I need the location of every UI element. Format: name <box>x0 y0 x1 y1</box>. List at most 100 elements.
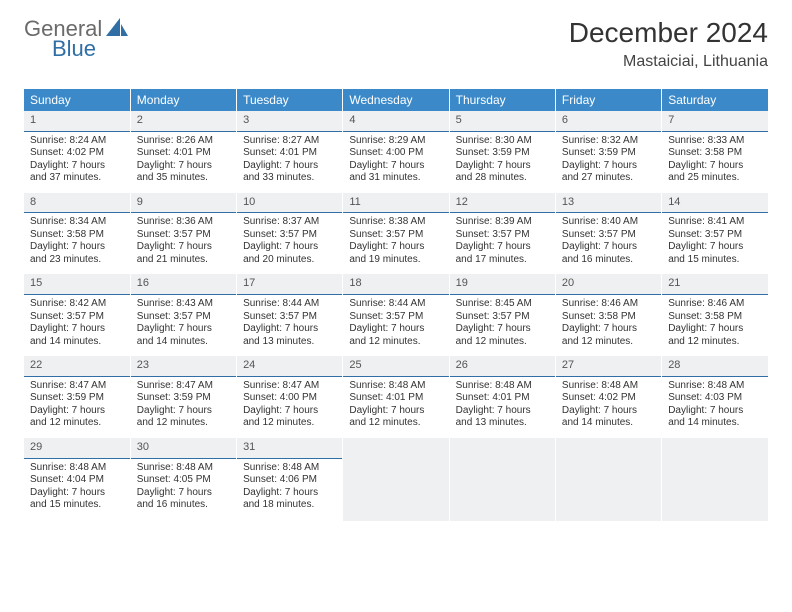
sunset-line: Sunset: 3:57 PM <box>668 229 762 242</box>
daylight-line: Daylight: 7 hours and 33 minutes. <box>243 160 336 185</box>
sunset-line: Sunset: 3:59 PM <box>456 147 549 160</box>
day-body: Sunrise: 8:47 AMSunset: 3:59 PMDaylight:… <box>24 377 130 438</box>
day-number: 18 <box>343 274 448 295</box>
calendar-cell: 11Sunrise: 8:38 AMSunset: 3:57 PMDayligh… <box>343 193 449 275</box>
daylight-line: Daylight: 7 hours and 13 minutes. <box>243 323 336 348</box>
sunrise-line: Sunrise: 8:33 AM <box>668 135 762 148</box>
calendar-body: 1Sunrise: 8:24 AMSunset: 4:02 PMDaylight… <box>24 111 768 521</box>
day-body: Sunrise: 8:48 AMSunset: 4:04 PMDaylight:… <box>24 459 130 520</box>
day-body: Sunrise: 8:47 AMSunset: 3:59 PMDaylight:… <box>131 377 236 438</box>
calendar-cell: 12Sunrise: 8:39 AMSunset: 3:57 PMDayligh… <box>449 193 555 275</box>
day-header-friday: Friday <box>555 89 661 111</box>
sunset-line: Sunset: 3:58 PM <box>562 311 655 324</box>
sunset-line: Sunset: 4:01 PM <box>243 147 336 160</box>
sunrise-line: Sunrise: 8:40 AM <box>562 216 655 229</box>
calendar-page: General Blue December 2024 Mastaiciai, L… <box>0 0 792 612</box>
day-body: Sunrise: 8:24 AMSunset: 4:02 PMDaylight:… <box>24 132 130 193</box>
sunrise-line: Sunrise: 8:38 AM <box>349 216 442 229</box>
daylight-line: Daylight: 7 hours and 14 minutes. <box>668 405 762 430</box>
sunrise-line: Sunrise: 8:27 AM <box>243 135 336 148</box>
daylight-line: Daylight: 7 hours and 14 minutes. <box>30 323 124 348</box>
daylight-line: Daylight: 7 hours and 12 minutes. <box>137 405 230 430</box>
sunrise-line: Sunrise: 8:47 AM <box>137 380 230 393</box>
calendar-table: SundayMondayTuesdayWednesdayThursdayFrid… <box>24 89 768 521</box>
sunrise-line: Sunrise: 8:48 AM <box>243 462 336 475</box>
day-number: 6 <box>556 111 661 132</box>
daylight-line: Daylight: 7 hours and 28 minutes. <box>456 160 549 185</box>
calendar-header-row: SundayMondayTuesdayWednesdayThursdayFrid… <box>24 89 768 111</box>
calendar-cell: 28Sunrise: 8:48 AMSunset: 4:03 PMDayligh… <box>662 356 768 438</box>
sunset-line: Sunset: 3:57 PM <box>456 311 549 324</box>
calendar-cell: 20Sunrise: 8:46 AMSunset: 3:58 PMDayligh… <box>555 274 661 356</box>
calendar-cell: 15Sunrise: 8:42 AMSunset: 3:57 PMDayligh… <box>24 274 130 356</box>
day-number: 27 <box>556 356 661 377</box>
day-number: 7 <box>662 111 768 132</box>
day-number: 22 <box>24 356 130 377</box>
sunset-line: Sunset: 4:01 PM <box>349 392 442 405</box>
day-number: 16 <box>131 274 236 295</box>
day-number: 1 <box>24 111 130 132</box>
day-body: Sunrise: 8:48 AMSunset: 4:03 PMDaylight:… <box>662 377 768 438</box>
calendar-cell <box>555 438 661 521</box>
day-body: Sunrise: 8:41 AMSunset: 3:57 PMDaylight:… <box>662 213 768 274</box>
calendar-cell: 8Sunrise: 8:34 AMSunset: 3:58 PMDaylight… <box>24 193 130 275</box>
day-body: Sunrise: 8:44 AMSunset: 3:57 PMDaylight:… <box>343 295 448 356</box>
calendar-week: 1Sunrise: 8:24 AMSunset: 4:02 PMDaylight… <box>24 111 768 193</box>
page-header: General Blue December 2024 Mastaiciai, L… <box>24 18 768 71</box>
day-body: Sunrise: 8:38 AMSunset: 3:57 PMDaylight:… <box>343 213 448 274</box>
sunrise-line: Sunrise: 8:46 AM <box>562 298 655 311</box>
sunrise-line: Sunrise: 8:39 AM <box>456 216 549 229</box>
sunrise-line: Sunrise: 8:48 AM <box>562 380 655 393</box>
calendar-cell: 9Sunrise: 8:36 AMSunset: 3:57 PMDaylight… <box>130 193 236 275</box>
day-number: 25 <box>343 356 448 377</box>
day-number: 19 <box>450 274 555 295</box>
calendar-cell: 30Sunrise: 8:48 AMSunset: 4:05 PMDayligh… <box>130 438 236 521</box>
sunrise-line: Sunrise: 8:24 AM <box>30 135 124 148</box>
sunrise-line: Sunrise: 8:48 AM <box>349 380 442 393</box>
sunset-line: Sunset: 4:03 PM <box>668 392 762 405</box>
sunrise-line: Sunrise: 8:44 AM <box>349 298 442 311</box>
daylight-line: Daylight: 7 hours and 19 minutes. <box>349 241 442 266</box>
sunrise-line: Sunrise: 8:29 AM <box>349 135 442 148</box>
sunset-line: Sunset: 3:59 PM <box>30 392 124 405</box>
day-number: 8 <box>24 193 130 214</box>
sunset-line: Sunset: 3:57 PM <box>562 229 655 242</box>
sunrise-line: Sunrise: 8:26 AM <box>137 135 230 148</box>
day-header-thursday: Thursday <box>449 89 555 111</box>
calendar-cell: 27Sunrise: 8:48 AMSunset: 4:02 PMDayligh… <box>555 356 661 438</box>
day-number: 4 <box>343 111 448 132</box>
calendar-cell: 23Sunrise: 8:47 AMSunset: 3:59 PMDayligh… <box>130 356 236 438</box>
daylight-line: Daylight: 7 hours and 17 minutes. <box>456 241 549 266</box>
daylight-line: Daylight: 7 hours and 15 minutes. <box>668 241 762 266</box>
daylight-line: Daylight: 7 hours and 12 minutes. <box>456 323 549 348</box>
sunrise-line: Sunrise: 8:37 AM <box>243 216 336 229</box>
sunset-line: Sunset: 3:58 PM <box>668 147 762 160</box>
calendar-cell <box>449 438 555 521</box>
sunrise-line: Sunrise: 8:34 AM <box>30 216 124 229</box>
sunrise-line: Sunrise: 8:42 AM <box>30 298 124 311</box>
sunrise-line: Sunrise: 8:41 AM <box>668 216 762 229</box>
calendar-cell: 24Sunrise: 8:47 AMSunset: 4:00 PMDayligh… <box>237 356 343 438</box>
month-title: December 2024 <box>569 18 768 49</box>
calendar-cell: 31Sunrise: 8:48 AMSunset: 4:06 PMDayligh… <box>237 438 343 521</box>
calendar-cell: 16Sunrise: 8:43 AMSunset: 3:57 PMDayligh… <box>130 274 236 356</box>
day-body: Sunrise: 8:27 AMSunset: 4:01 PMDaylight:… <box>237 132 342 193</box>
day-number: 30 <box>131 438 236 459</box>
calendar-week: 22Sunrise: 8:47 AMSunset: 3:59 PMDayligh… <box>24 356 768 438</box>
daylight-line: Daylight: 7 hours and 21 minutes. <box>137 241 230 266</box>
calendar-cell: 4Sunrise: 8:29 AMSunset: 4:00 PMDaylight… <box>343 111 449 193</box>
daylight-line: Daylight: 7 hours and 12 minutes. <box>668 323 762 348</box>
day-number: 13 <box>556 193 661 214</box>
day-number: 21 <box>662 274 768 295</box>
logo: General Blue <box>24 18 128 60</box>
daylight-line: Daylight: 7 hours and 15 minutes. <box>30 487 124 512</box>
day-number: 11 <box>343 193 448 214</box>
calendar-cell: 26Sunrise: 8:48 AMSunset: 4:01 PMDayligh… <box>449 356 555 438</box>
sunrise-line: Sunrise: 8:46 AM <box>668 298 762 311</box>
day-body: Sunrise: 8:48 AMSunset: 4:01 PMDaylight:… <box>343 377 448 438</box>
day-body: Sunrise: 8:45 AMSunset: 3:57 PMDaylight:… <box>450 295 555 356</box>
logo-text-bottom: Blue <box>24 38 96 60</box>
calendar-cell: 6Sunrise: 8:32 AMSunset: 3:59 PMDaylight… <box>555 111 661 193</box>
day-number: 3 <box>237 111 342 132</box>
calendar-cell: 21Sunrise: 8:46 AMSunset: 3:58 PMDayligh… <box>662 274 768 356</box>
